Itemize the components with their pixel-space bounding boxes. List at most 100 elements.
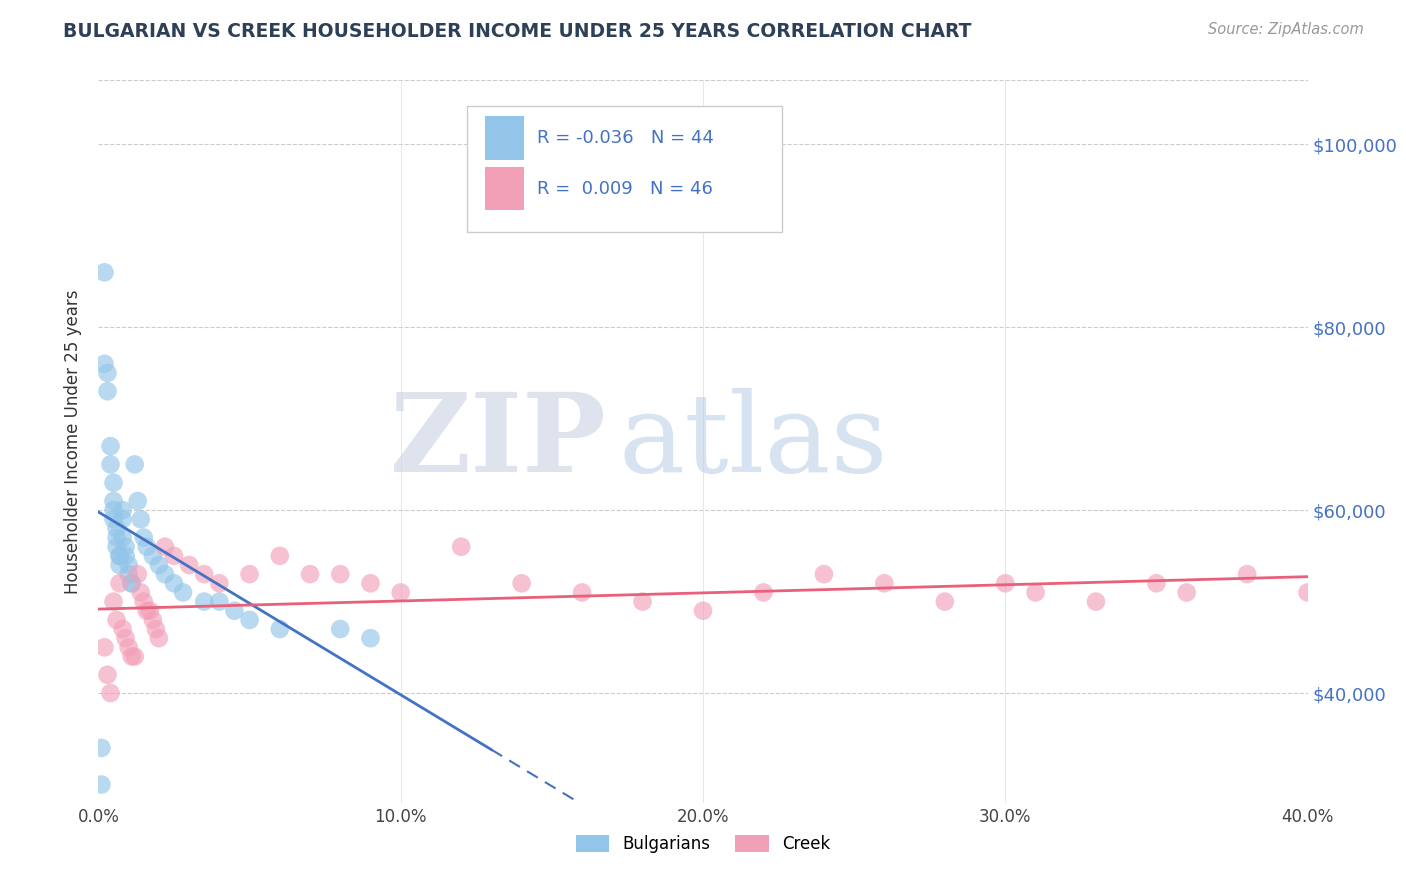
Point <box>103 494 125 508</box>
Point <box>139 604 162 618</box>
Point <box>1175 585 1198 599</box>
Text: R = -0.036   N = 44: R = -0.036 N = 44 <box>537 129 714 147</box>
Point <box>132 594 155 608</box>
Point <box>153 567 176 582</box>
Point <box>118 558 141 572</box>
Point <box>121 649 143 664</box>
Point <box>93 265 115 279</box>
Point <box>239 613 262 627</box>
Point <box>179 558 201 572</box>
Point <box>163 576 186 591</box>
Text: Source: ZipAtlas.com: Source: ZipAtlas.com <box>1208 22 1364 37</box>
Point <box>93 357 115 371</box>
Point <box>114 549 136 563</box>
Point <box>153 540 176 554</box>
Point <box>108 576 131 591</box>
Point <box>135 540 157 554</box>
Point <box>692 604 714 618</box>
Point <box>329 567 352 582</box>
Point <box>360 576 382 591</box>
Point <box>118 640 141 655</box>
Point <box>114 631 136 645</box>
Point <box>105 531 128 545</box>
Point <box>1085 594 1108 608</box>
Point <box>329 622 352 636</box>
Text: atlas: atlas <box>619 388 889 495</box>
Point <box>148 631 170 645</box>
Point <box>1296 585 1319 599</box>
Point <box>450 540 472 554</box>
Point <box>90 777 112 791</box>
Point <box>96 384 118 399</box>
Point <box>100 458 122 472</box>
Legend: Bulgarians, Creek: Bulgarians, Creek <box>569 828 837 860</box>
Point <box>96 667 118 681</box>
Text: R =  0.009   N = 46: R = 0.009 N = 46 <box>537 179 713 198</box>
Point <box>994 576 1017 591</box>
Point <box>934 594 956 608</box>
Y-axis label: Householder Income Under 25 years: Householder Income Under 25 years <box>65 289 83 594</box>
Point <box>269 622 291 636</box>
Point <box>1236 567 1258 582</box>
Point <box>100 686 122 700</box>
Point <box>129 585 152 599</box>
Point <box>752 585 775 599</box>
Point <box>142 613 165 627</box>
Point <box>631 594 654 608</box>
Point <box>299 567 322 582</box>
Point <box>124 649 146 664</box>
Point <box>121 576 143 591</box>
Point <box>111 503 134 517</box>
Point <box>111 622 134 636</box>
Point <box>148 558 170 572</box>
Point <box>108 558 131 572</box>
Point <box>108 549 131 563</box>
Point <box>208 576 231 591</box>
Point <box>111 512 134 526</box>
Point <box>90 740 112 755</box>
Text: BULGARIAN VS CREEK HOUSEHOLDER INCOME UNDER 25 YEARS CORRELATION CHART: BULGARIAN VS CREEK HOUSEHOLDER INCOME UN… <box>63 22 972 41</box>
Point <box>142 549 165 563</box>
Point <box>1144 576 1167 591</box>
Point <box>121 576 143 591</box>
Point <box>239 567 262 582</box>
Point <box>571 585 593 599</box>
Point <box>193 567 215 582</box>
Point <box>105 613 128 627</box>
Point <box>208 594 231 608</box>
Point <box>100 439 122 453</box>
Point <box>193 594 215 608</box>
Point <box>114 540 136 554</box>
Point <box>269 549 291 563</box>
Point <box>118 567 141 582</box>
FancyBboxPatch shape <box>467 105 782 232</box>
Point <box>103 503 125 517</box>
Point <box>389 585 412 599</box>
Bar <box>485 167 524 211</box>
Point <box>127 567 149 582</box>
Point <box>96 366 118 380</box>
Point <box>105 521 128 535</box>
Point <box>813 567 835 582</box>
Point <box>111 531 134 545</box>
Point <box>1024 585 1046 599</box>
Point <box>108 549 131 563</box>
Point <box>145 622 167 636</box>
Text: ZIP: ZIP <box>389 388 606 495</box>
Point <box>124 458 146 472</box>
Point <box>132 531 155 545</box>
Point <box>135 604 157 618</box>
Point <box>129 512 152 526</box>
Point <box>172 585 194 599</box>
Point <box>224 604 246 618</box>
Bar <box>485 116 524 160</box>
Point <box>163 549 186 563</box>
Point <box>93 640 115 655</box>
Point <box>103 594 125 608</box>
Point <box>360 631 382 645</box>
Point <box>510 576 533 591</box>
Point <box>103 475 125 490</box>
Point <box>105 540 128 554</box>
Point <box>103 512 125 526</box>
Point <box>127 494 149 508</box>
